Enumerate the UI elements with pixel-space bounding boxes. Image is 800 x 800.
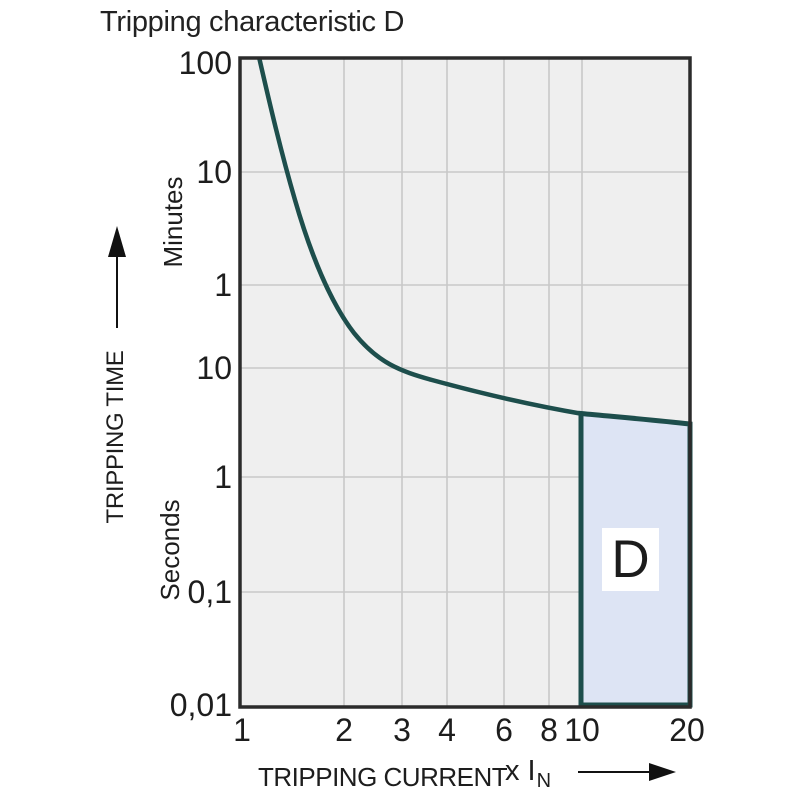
x-tick-4: 4 <box>438 712 456 748</box>
x-tick-2: 2 <box>335 712 353 748</box>
x-tick-1: 1 <box>233 712 251 748</box>
region-d-label: D <box>602 528 659 591</box>
y-tick-1s: 1 <box>214 459 232 495</box>
x-tick-20: 20 <box>669 712 705 748</box>
y-tick-10min: 10 <box>196 154 232 190</box>
y-axis-title: TRIPPING TIME <box>102 350 129 524</box>
y-tick-01s: 0,1 <box>187 574 232 610</box>
y-unit-minutes-label: Minutes <box>158 176 188 268</box>
x-axis-title: TRIPPING CURRENT <box>258 762 508 792</box>
x-tick-6: 6 <box>495 712 513 748</box>
x-tick-3: 3 <box>393 712 411 748</box>
x-axis-multiplier-text: x I <box>505 755 536 787</box>
y-tick-10s: 10 <box>196 350 232 386</box>
x-axis-arrow-icon <box>578 763 676 781</box>
x-axis-multiplier-subscript: N <box>536 770 552 792</box>
plot-border <box>238 56 692 709</box>
y-tick-1min: 1 <box>214 267 232 303</box>
y-tick-001s: 0,01 <box>169 687 232 723</box>
y-axis-arrow-icon <box>108 226 126 328</box>
y-unit-seconds-label: Seconds <box>155 499 185 601</box>
tripping-curve <box>256 56 584 417</box>
x-axis-multiplier: x IN <box>505 755 551 792</box>
x-tick-8: 8 <box>540 712 558 748</box>
x-tick-10: 10 <box>564 712 600 748</box>
page-title: Tripping characteristic D <box>100 6 405 38</box>
y-tick-100min: 100 <box>178 45 232 81</box>
